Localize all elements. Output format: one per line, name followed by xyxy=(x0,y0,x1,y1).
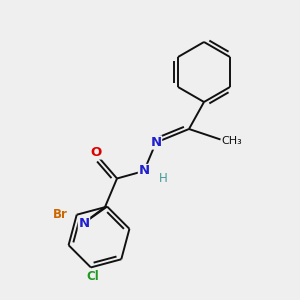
Text: H: H xyxy=(159,172,168,185)
Text: CH₃: CH₃ xyxy=(221,136,242,146)
Text: Br: Br xyxy=(53,208,68,221)
Text: N: N xyxy=(138,164,150,178)
Text: N: N xyxy=(150,136,162,149)
Text: N: N xyxy=(78,217,90,230)
Text: Cl: Cl xyxy=(86,270,99,283)
Text: H: H xyxy=(57,211,66,224)
Text: O: O xyxy=(90,146,102,159)
